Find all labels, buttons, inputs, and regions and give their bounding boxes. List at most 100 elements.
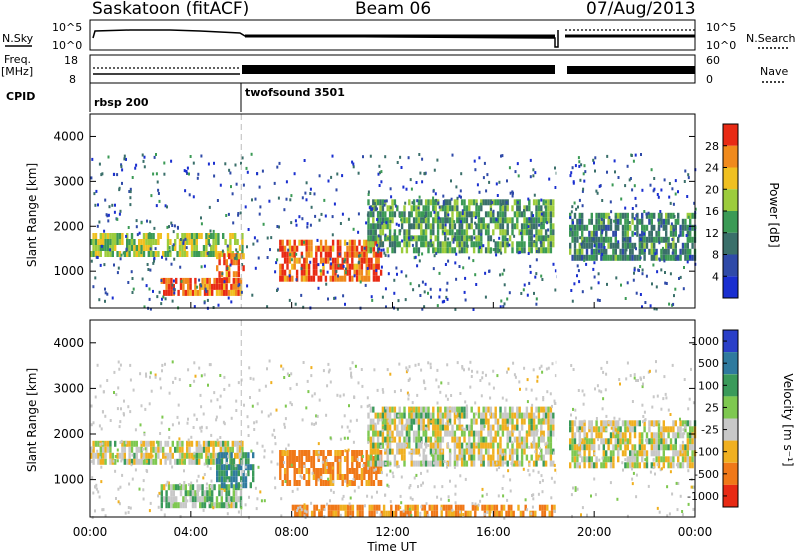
velocity-scatter-cell (215, 415, 218, 419)
velocity-scatter-cell (572, 407, 574, 411)
power-cell-5 (686, 230, 689, 237)
power-scatter-cell (204, 287, 207, 291)
velocity-scatter-cell (554, 402, 557, 405)
velocity-scatter-cell (410, 514, 413, 517)
power-cell-3 (375, 269, 378, 276)
power-cell-3 (324, 239, 328, 246)
velocity-scatter-cell (463, 368, 465, 372)
power-scatter-cell (442, 202, 445, 206)
velocity-cell-4 (384, 424, 387, 431)
velocity-cell-6 (609, 456, 613, 463)
power-cell-4 (501, 217, 505, 224)
velocity-cell-4 (470, 418, 473, 425)
power-cell-4 (396, 241, 399, 248)
power-cell-3 (348, 245, 352, 252)
velocity-cell-4 (400, 418, 404, 425)
velocity-cell-4 (544, 448, 548, 455)
power-scatter-cell (166, 205, 168, 209)
velocity-cell-5 (546, 504, 549, 511)
power-scatter-cell (310, 205, 313, 209)
power-cell-5 (641, 224, 644, 231)
velocity-cell-4 (384, 418, 387, 425)
power-cell-2 (216, 253, 219, 260)
power-cell-5 (602, 236, 605, 243)
power-scatter-cell (529, 270, 532, 274)
power-cell-5 (605, 254, 608, 261)
power-cell-5 (578, 254, 581, 261)
power-cell-4 (540, 247, 543, 254)
power-scatter-cell (659, 217, 662, 221)
power-cell-5 (581, 242, 584, 249)
power-scatter-cell (528, 281, 531, 285)
power-cell-3 (336, 257, 340, 264)
power-scatter-cell (432, 196, 435, 200)
velocity-cell-1 (191, 490, 195, 497)
velocity-cell-6 (573, 462, 577, 469)
velocity-cell-0 (195, 458, 198, 465)
velocity-cell-2 (225, 452, 228, 459)
velocity-cell-4 (410, 460, 413, 467)
velocity-cell-0 (174, 446, 177, 453)
power-scatter-cell (523, 283, 526, 287)
velocity-cell-4 (400, 448, 404, 455)
power-scatter-cell (592, 237, 595, 241)
velocity-cell-6 (686, 444, 689, 451)
power-scatter-cell (660, 268, 663, 272)
velocity-cell-5 (313, 504, 316, 511)
velocity-scatter-cell (626, 514, 629, 518)
velocity-scatter-cell (182, 460, 185, 464)
velocity-cell-4 (367, 460, 370, 467)
power-cell-3 (351, 257, 354, 264)
power-scatter-cell (393, 236, 396, 240)
power-cell-4 (542, 247, 545, 254)
velocity-scatter-cell (116, 459, 119, 463)
power-scatter-cell (416, 264, 419, 268)
velocity-scatter-cell (454, 501, 457, 505)
power-scatter-cell (278, 161, 281, 165)
velocity-scatter-cell (100, 427, 103, 431)
power-cell-5 (689, 212, 692, 219)
power-cell-5 (653, 212, 656, 219)
power-cell-2 (216, 265, 219, 272)
velocity-cell-0 (94, 452, 98, 459)
power-cell-5 (607, 218, 610, 225)
power-cell-1 (218, 289, 221, 296)
power-scatter-cell (495, 182, 498, 186)
power-cell-3 (288, 275, 292, 282)
velocity-cell-2 (220, 458, 224, 465)
power-scatter-cell (397, 299, 400, 303)
power-cell-5 (624, 248, 627, 255)
velocity-scatter-cell (357, 381, 360, 385)
velocity-cell-6 (600, 426, 603, 433)
velocity-scatter-cell (671, 363, 674, 367)
velocity-cell-6 (571, 450, 574, 457)
velocity-cell-1 (203, 496, 207, 503)
velocity-cell-4 (460, 406, 464, 413)
power-scatter-cell (396, 272, 398, 276)
power-cell-5 (619, 248, 622, 255)
power-cell-0 (200, 251, 203, 257)
power-scatter-cell (643, 248, 646, 252)
power-scatter-cell (155, 153, 157, 156)
power-scatter-cell (491, 201, 494, 204)
velocity-cell-3 (375, 474, 378, 480)
velocity-cell-3 (288, 480, 292, 486)
velocity-cell-2 (220, 470, 224, 477)
power-cell-4 (540, 217, 543, 224)
velocity-scatter-cell (154, 375, 157, 379)
power-scatter-cell (407, 156, 410, 160)
power-cell-5 (621, 248, 625, 255)
velocity-scatter-cell (659, 431, 662, 435)
power-cell-4 (376, 247, 380, 254)
velocity-scatter-cell (406, 368, 409, 372)
power-cell-5 (621, 254, 625, 261)
power-cell-0 (183, 239, 186, 245)
velocity-cell-3 (291, 456, 294, 462)
power-scatter-cell (165, 257, 168, 261)
velocity-scatter-cell (532, 493, 535, 497)
power-scatter-cell (554, 288, 557, 292)
velocity-cell-4 (388, 418, 392, 425)
power-cell-3 (305, 251, 308, 258)
velocity-cell-1 (227, 484, 231, 491)
power-cell-5 (686, 248, 689, 255)
